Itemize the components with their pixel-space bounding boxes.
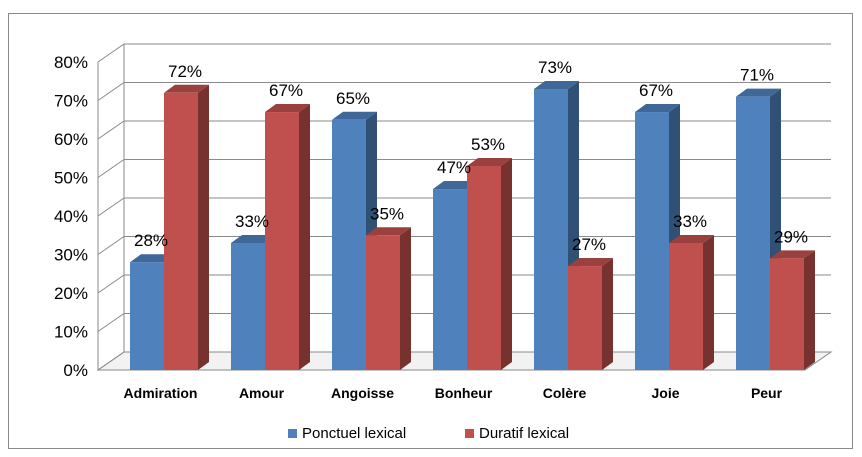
bar-ponctuel-lexical xyxy=(332,119,366,370)
x-tick-label: Bonheur xyxy=(435,385,493,401)
bar-duratif-lexical xyxy=(669,242,703,370)
gridline xyxy=(97,43,831,63)
bar-side xyxy=(804,250,815,370)
bar-duratif-lexical xyxy=(265,112,299,371)
bar-duratif-lexical xyxy=(770,258,804,370)
bar-duratif-lexical xyxy=(568,266,602,370)
y-tick-label: 40% xyxy=(54,207,88,226)
data-labels: 28% 72% 33% 67% 65% 35% 47%53% 73% 27% 67% 33% 71% 2… xyxy=(134,58,808,254)
y-tick-label: 50% xyxy=(54,169,88,188)
data-label: 53% xyxy=(471,135,505,154)
x-tick-label: Admiration xyxy=(124,385,198,401)
data-label: 72% xyxy=(168,62,202,81)
bar-duratif-lexical xyxy=(164,92,198,371)
y-tick-label: 10% xyxy=(54,323,88,342)
bar-top xyxy=(366,227,411,236)
data-label: 35% xyxy=(370,204,404,223)
data-label: 28% xyxy=(134,231,168,250)
bar-top xyxy=(130,254,175,263)
chart-frame xyxy=(8,13,853,449)
bar-side xyxy=(501,157,512,370)
x-axis: Admiration Amour Angoisse Bonheur Colère Joie… xyxy=(124,385,783,401)
data-label: 67% xyxy=(639,81,673,100)
bar-ponctuel-lexical xyxy=(635,112,669,371)
data-label: 27% xyxy=(572,235,606,254)
bar-side xyxy=(198,84,209,371)
bar-top xyxy=(164,84,209,93)
bar-top xyxy=(332,111,377,120)
x-tick-label: Amour xyxy=(239,385,285,401)
data-label: 29% xyxy=(774,227,808,246)
data-label: 67% xyxy=(269,81,303,100)
bar-top xyxy=(736,88,781,97)
x-tick-label: Joie xyxy=(651,385,679,401)
bars xyxy=(130,80,815,371)
data-label: 71% xyxy=(740,66,774,85)
y-tick-label: 80% xyxy=(54,53,88,72)
bar-side xyxy=(400,227,411,370)
data-label: 73% xyxy=(538,58,572,77)
legend-swatch xyxy=(288,429,297,438)
y-tick-label: 0% xyxy=(63,361,88,380)
data-label: 33% xyxy=(235,212,269,231)
bar-ponctuel-lexical xyxy=(433,189,467,370)
data-label: 65% xyxy=(336,89,370,108)
y-tick-label: 70% xyxy=(54,92,88,111)
bar-side xyxy=(703,234,714,370)
bar-top xyxy=(231,234,276,243)
bar-top xyxy=(265,104,310,113)
bar-side xyxy=(299,104,310,371)
bar-top xyxy=(568,258,613,267)
bar-top xyxy=(635,104,680,113)
data-label: 47% xyxy=(437,158,471,177)
bar-top xyxy=(433,181,478,190)
bar-duratif-lexical xyxy=(467,165,501,370)
bar-top xyxy=(534,80,579,89)
bar-ponctuel-lexical xyxy=(534,88,568,370)
bar-duratif-lexical xyxy=(366,235,400,370)
bar-ponctuel-lexical xyxy=(736,96,770,371)
bar-top xyxy=(467,157,512,166)
x-tick-label: Colère xyxy=(543,385,587,401)
bar-top xyxy=(770,250,815,259)
data-label: 33% xyxy=(673,212,707,231)
y-tick-label: 60% xyxy=(54,130,88,149)
x-tick-label: Angoisse xyxy=(331,385,394,401)
legend-label: Duratif lexical xyxy=(479,425,569,442)
bar-ponctuel-lexical xyxy=(231,242,265,370)
legend-swatch xyxy=(465,429,474,438)
bar-top xyxy=(669,234,714,243)
legend: Ponctuel lexical Duratif lexical xyxy=(288,425,569,442)
bar-side xyxy=(602,258,613,370)
x-tick-label: Peur xyxy=(751,385,783,401)
y-tick-label: 20% xyxy=(54,284,88,303)
bar-ponctuel-lexical xyxy=(130,262,164,370)
y-axis: 0% 10% 20% 30% 40% 50% 60% 70% 80% xyxy=(54,44,125,380)
y-tick-label: 30% xyxy=(54,246,88,265)
legend-label: Ponctuel lexical xyxy=(302,425,406,442)
